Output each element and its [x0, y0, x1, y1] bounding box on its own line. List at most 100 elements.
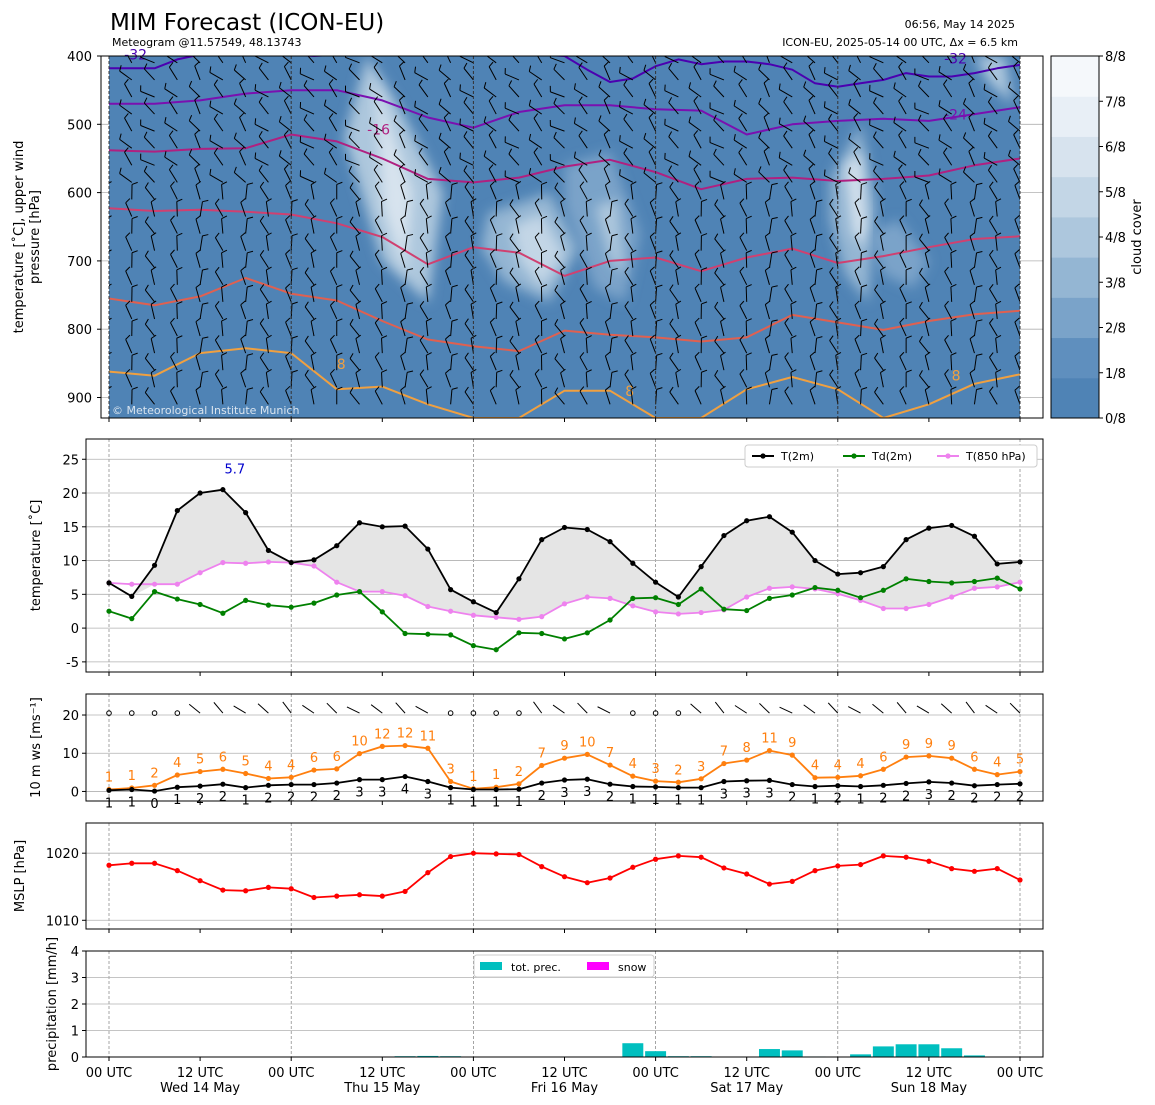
wind-barb — [790, 235, 793, 251]
wind-barb — [259, 254, 269, 269]
wind-barb-flag — [976, 251, 983, 254]
wind-barb-flag — [893, 116, 896, 123]
wind-barb-flag — [611, 233, 618, 237]
wind-barb-flag — [407, 268, 414, 271]
gust-point — [880, 766, 886, 772]
wind-barb-flag — [694, 351, 700, 357]
wind-barb-flag — [209, 134, 212, 141]
wind-barb-flag — [816, 267, 823, 271]
wind-barb-flag — [426, 215, 432, 220]
surface-wind-barb — [734, 705, 747, 714]
wind-barb-flag — [874, 250, 879, 256]
gust-value-label: 10 — [351, 735, 368, 750]
wind-barb — [973, 389, 978, 405]
wind-barb — [763, 151, 770, 166]
wind-barb — [221, 252, 224, 268]
wind-barb-flag — [809, 180, 816, 186]
y-axis-label: precipitation [mm/h] — [45, 937, 60, 1071]
y-tick-label: 25 — [62, 453, 79, 468]
wind-barb — [419, 305, 429, 320]
wind-barb — [245, 252, 248, 268]
wind-barb-flag — [393, 80, 397, 87]
calm-marker — [652, 710, 659, 716]
wind-barb — [669, 186, 679, 200]
wind-barb-flag — [508, 80, 513, 87]
wind-barb — [873, 170, 884, 183]
wind-barb-flag — [560, 300, 566, 305]
wind-barb-flag — [784, 318, 789, 324]
wind-barb — [265, 235, 269, 251]
wind-barb-flag — [771, 387, 778, 391]
wind-barb — [170, 254, 178, 268]
wind-barb-flag — [701, 233, 708, 237]
series-point-t2m — [675, 594, 681, 600]
wind-barb — [898, 169, 907, 183]
wind-barb-flag — [924, 181, 931, 186]
wind-barb — [720, 321, 725, 337]
wind-barb-flag — [918, 114, 922, 121]
wind-barb-flag — [579, 283, 585, 290]
wind-barb-flag — [213, 147, 219, 154]
wind-barb — [213, 84, 224, 98]
wind-barb-flag — [643, 132, 647, 139]
wind-barb — [369, 88, 383, 98]
wind-barb — [397, 56, 406, 64]
wind-barb — [973, 218, 978, 234]
wind-barb-flag — [247, 284, 254, 288]
wind-barb — [969, 270, 975, 285]
wind-barb — [221, 355, 224, 371]
wind-barb — [348, 68, 360, 81]
surface-wind-barb — [803, 704, 816, 714]
series-point-td2m — [379, 609, 385, 615]
wind-barb-flag — [125, 334, 131, 340]
wind-barb — [310, 355, 315, 371]
surface-wind-barb — [1009, 702, 1021, 714]
x-tick-label: 12 UTC — [906, 1066, 952, 1081]
wind-barb-flag — [649, 368, 656, 374]
wind-barb — [240, 202, 247, 217]
wind-barb — [829, 271, 839, 286]
series-point-td2m — [448, 632, 454, 638]
wind-barb — [874, 187, 884, 200]
wind-barb — [919, 375, 930, 388]
wind-barb-flag — [336, 318, 343, 322]
mslp-point — [379, 893, 385, 899]
wind-barb — [944, 305, 953, 320]
wind-barb-flag — [1008, 115, 1011, 122]
series-point-td2m — [949, 580, 955, 586]
wind-barb — [738, 118, 748, 132]
wind-barb — [418, 118, 429, 132]
wind-barb — [784, 288, 793, 303]
wind-barb — [609, 338, 613, 354]
wind-barb — [355, 270, 361, 285]
wind-barb — [601, 56, 611, 64]
surface-wind-barb — [282, 701, 292, 714]
wind-barb-flag — [285, 215, 291, 221]
wind-barb-flag — [816, 301, 823, 305]
wind-barb-flag — [194, 95, 200, 101]
wind-speed-point — [334, 780, 340, 786]
wind-barb-flag — [924, 317, 931, 322]
wind-barb-flag — [943, 113, 948, 119]
wind-barb-flag — [247, 353, 254, 356]
wind-barb — [574, 122, 588, 132]
wind-barb-flag — [720, 283, 726, 288]
wind-barb-flag — [418, 113, 423, 120]
wind-barb-flag — [240, 300, 246, 306]
wind-barb — [943, 118, 953, 132]
wind-barb-flag — [330, 198, 335, 204]
wind-barb-flag — [221, 215, 228, 220]
colorbar-swatch — [1051, 56, 1099, 97]
wind-barb-flag — [407, 302, 414, 305]
wind-barb — [669, 289, 679, 303]
wind-barb-flag — [131, 181, 138, 185]
wind-barb-flag — [445, 266, 451, 272]
gust-value-label: 11 — [761, 732, 778, 747]
wind-speed-point — [721, 778, 727, 785]
wind-barb-flag — [579, 386, 585, 392]
wind-barb — [853, 117, 862, 132]
wind-barb-flag — [880, 266, 886, 271]
wind-barb-flag — [240, 198, 246, 203]
wind-speed-value-label: 2 — [1016, 790, 1024, 805]
wind-barb-flag — [763, 146, 769, 152]
